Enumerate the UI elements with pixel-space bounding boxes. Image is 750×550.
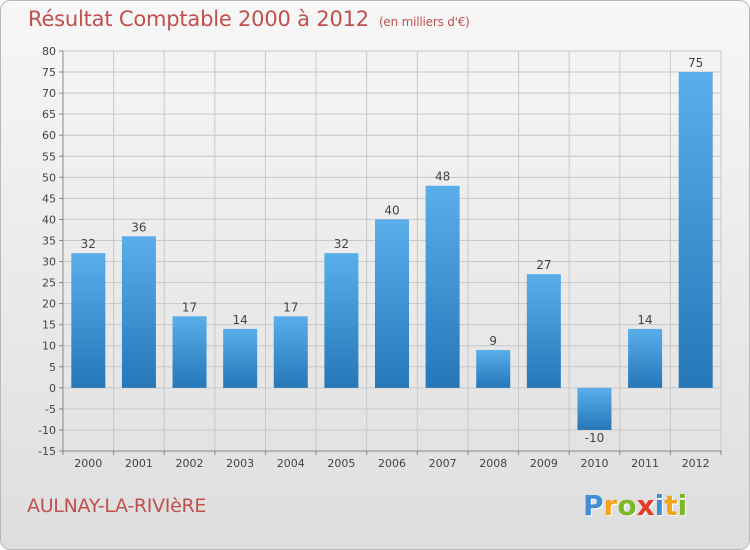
logo-letter: P bbox=[583, 489, 604, 522]
y-tick-label: 30 bbox=[42, 256, 56, 269]
bar-2005 bbox=[324, 253, 359, 388]
proxiti-logo[interactable]: Proxiti bbox=[583, 489, 687, 522]
y-tick-label: 60 bbox=[42, 129, 56, 142]
logo-letter: i bbox=[677, 489, 688, 522]
y-tick-label: 10 bbox=[42, 340, 56, 353]
data-labels: 32 36 17 14 17 32 40 48 9 27 -10 14 75 bbox=[81, 56, 704, 445]
bar-2002 bbox=[172, 316, 207, 388]
unit-label: (en milliers d'€) bbox=[378, 15, 470, 29]
bar-2011 bbox=[628, 328, 663, 388]
bar-2001 bbox=[121, 236, 156, 388]
logo-letter: r bbox=[603, 489, 618, 522]
x-tick-label: 2009 bbox=[530, 457, 558, 470]
y-tick-label: 65 bbox=[42, 108, 56, 121]
x-tick-label: 2007 bbox=[429, 457, 457, 470]
y-tick-label: 50 bbox=[42, 171, 56, 184]
data-label: 36 bbox=[131, 220, 146, 234]
data-label: 9 bbox=[489, 334, 497, 348]
y-tick-label: 15 bbox=[42, 319, 56, 332]
bar-2004 bbox=[273, 316, 308, 388]
y-tick-labels: -15 -10 -5 0 5 10 15 20 25 30 35 40 45 50 55 60 65 70 75 80 bbox=[38, 45, 56, 458]
y-tick-label: 70 bbox=[42, 87, 56, 100]
y-tick-label: -5 bbox=[45, 403, 56, 416]
data-label: 32 bbox=[81, 237, 96, 251]
chart-title-text: Résultat Comptable 2000 à 2012 bbox=[28, 7, 369, 31]
y-tick-label: 45 bbox=[42, 192, 56, 205]
y-tick-label: 25 bbox=[42, 277, 56, 290]
logo-letter: o bbox=[617, 489, 637, 522]
logo-letter: x bbox=[636, 489, 655, 522]
y-tick-label: 20 bbox=[42, 298, 56, 311]
chart-title: Résultat Comptable 2000 à 2012 (en millie… bbox=[28, 7, 470, 31]
x-tick-labels: 2000 2001 2002 2003 2004 2005 2006 2007 2008 2009… bbox=[74, 457, 709, 470]
y-tick-label: 40 bbox=[42, 213, 56, 226]
x-tick-label: 2006 bbox=[378, 457, 406, 470]
commune-name: AULNAY-LA-RIVIèRE bbox=[27, 495, 207, 517]
x-tick-label: 2002 bbox=[176, 457, 204, 470]
y-tick-label: 80 bbox=[42, 45, 56, 58]
data-label: 48 bbox=[435, 170, 450, 184]
bar-2008 bbox=[476, 349, 511, 388]
x-tick-label: 2003 bbox=[226, 457, 254, 470]
bar-2007 bbox=[425, 185, 460, 388]
bar-2003 bbox=[223, 328, 258, 388]
data-label: -10 bbox=[585, 431, 605, 445]
data-label: 14 bbox=[637, 313, 652, 327]
data-label: 27 bbox=[536, 258, 551, 272]
x-tick-label: 2005 bbox=[327, 457, 355, 470]
y-tick-label: -15 bbox=[38, 445, 56, 458]
data-label: 17 bbox=[182, 300, 197, 314]
y-tick-label: 55 bbox=[42, 150, 56, 163]
y-tick-label: -10 bbox=[38, 424, 56, 437]
data-label: 75 bbox=[688, 56, 703, 70]
axes bbox=[59, 50, 722, 455]
y-tick-label: 0 bbox=[49, 382, 56, 395]
bar-2006 bbox=[375, 219, 409, 388]
logo-letter: i bbox=[654, 489, 665, 522]
x-tick-label: 2012 bbox=[682, 457, 710, 470]
y-tick-label: 75 bbox=[42, 66, 56, 79]
bar-2012 bbox=[678, 72, 713, 388]
x-tick-label: 2004 bbox=[277, 457, 305, 470]
data-label: 40 bbox=[384, 203, 399, 217]
bars bbox=[71, 72, 713, 430]
bar-2009 bbox=[526, 274, 561, 388]
x-tick-label: 2010 bbox=[580, 457, 608, 470]
x-tick-label: 2000 bbox=[74, 457, 102, 470]
x-tick-label: 2011 bbox=[631, 457, 659, 470]
x-tick-label: 2008 bbox=[479, 457, 507, 470]
bar-2000 bbox=[71, 253, 106, 388]
bar-2010 bbox=[577, 387, 612, 430]
y-tick-label: 5 bbox=[49, 361, 56, 374]
data-label: 14 bbox=[233, 313, 248, 327]
data-label: 17 bbox=[283, 300, 298, 314]
logo-letter: t bbox=[664, 489, 678, 522]
data-label: 32 bbox=[334, 237, 349, 251]
x-tick-label: 2001 bbox=[125, 457, 153, 470]
y-tick-label: 35 bbox=[42, 234, 56, 247]
